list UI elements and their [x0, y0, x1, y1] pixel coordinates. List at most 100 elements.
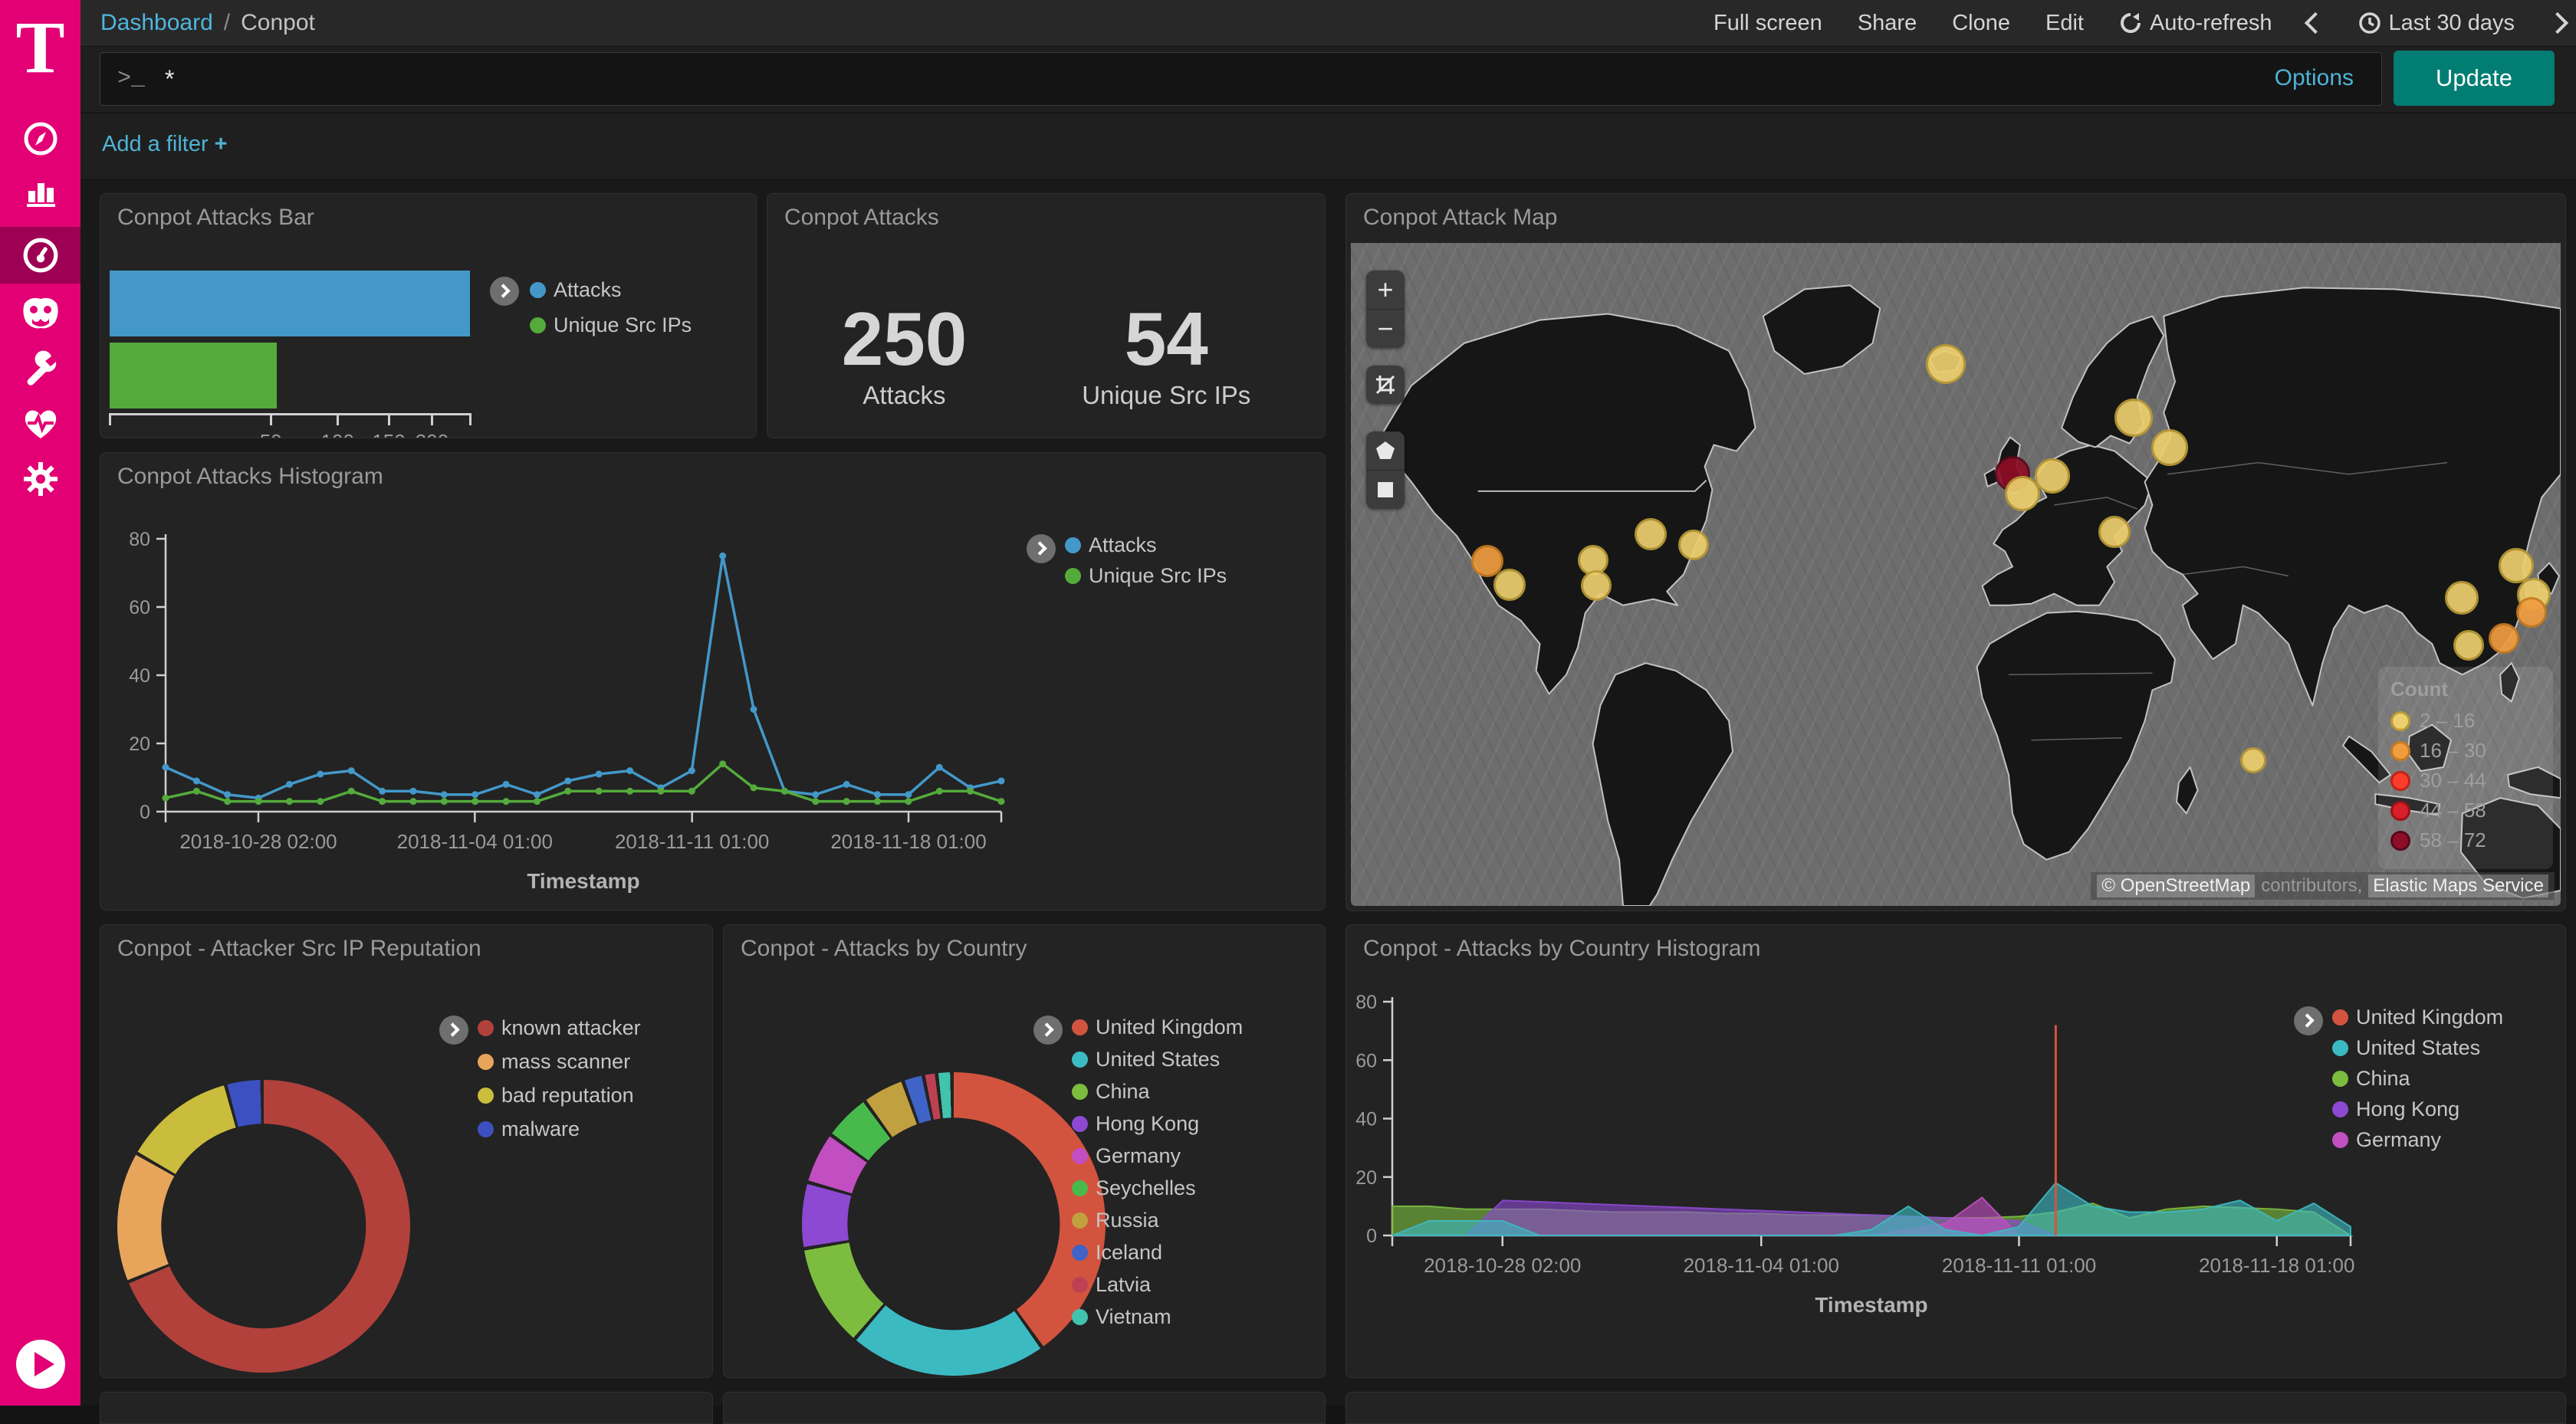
- legend-expand-icon[interactable]: [1033, 1016, 1063, 1045]
- legend-item[interactable]: Latvia: [1072, 1268, 1243, 1301]
- bar-attacks[interactable]: [110, 271, 470, 336]
- fit-data-bounds-button[interactable]: [1366, 366, 1405, 404]
- map-legend-dot: [2390, 740, 2410, 761]
- legend-item[interactable]: Unique Src IPs: [1065, 560, 1227, 591]
- bar-unique-src-ips[interactable]: [110, 343, 278, 408]
- visualize-icon[interactable]: [0, 167, 80, 218]
- legend-item[interactable]: China: [2332, 1063, 2503, 1094]
- chevron-left-icon: [2304, 11, 2326, 34]
- legend-item[interactable]: Unique Src IPs: [530, 307, 692, 343]
- attack-bubble-northern-vietnam: [2453, 630, 2485, 661]
- legend-label: China: [2356, 1066, 2410, 1090]
- legend-item[interactable]: Hong Kong: [1072, 1107, 1243, 1140]
- map-legend-range: 2 – 16: [2420, 709, 2476, 732]
- osm-attribution-link[interactable]: © OpenStreetMap: [2097, 874, 2256, 897]
- zoom-out-button[interactable]: −: [1366, 309, 1405, 348]
- options-link[interactable]: Options: [2274, 65, 2354, 90]
- legend-item[interactable]: Hong Kong: [2332, 1094, 2503, 1124]
- legend-item[interactable]: mass scanner: [478, 1045, 641, 1078]
- legend-expand-icon[interactable]: [1027, 534, 1056, 563]
- legend-item[interactable]: Iceland: [1072, 1236, 1243, 1268]
- attack-bubble-southern-england-france: [2004, 475, 2040, 511]
- legend-color-dot: [1072, 1180, 1088, 1196]
- panel-title: Conpot - Attacks by Country Histogram: [1363, 936, 1761, 961]
- attack-bubble-texas-oklahoma: [1581, 570, 1612, 602]
- auto-refresh-button[interactable]: Auto-refresh: [2119, 11, 2272, 36]
- legend-label: China: [1096, 1079, 1150, 1103]
- legend-item[interactable]: Germany: [2332, 1124, 2503, 1155]
- svg-text:60: 60: [1355, 1050, 1377, 1071]
- edit-button[interactable]: Edit: [2045, 10, 2084, 35]
- attack-bubble-us-west-coast: [1471, 545, 1504, 578]
- legend-item[interactable]: Germany: [1072, 1140, 1243, 1172]
- monitor-monster-icon[interactable]: [0, 288, 80, 339]
- legend-item[interactable]: United Kingdom: [2332, 1002, 2503, 1032]
- devtools-wrench-icon[interactable]: [0, 343, 80, 394]
- legend-item[interactable]: Russia: [1072, 1204, 1243, 1236]
- legend-expand-icon[interactable]: [439, 1016, 468, 1045]
- attack-map[interactable]: + − Count 2 – 16 16 – 30 30 – 44 44 – 58 58 …: [1351, 243, 2561, 906]
- add-filter-button[interactable]: Add a filter +: [102, 132, 228, 156]
- legend-item[interactable]: bad reputation: [478, 1078, 641, 1112]
- legend-item[interactable]: Attacks: [1065, 530, 1227, 560]
- legend-item[interactable]: China: [1072, 1075, 1243, 1107]
- legend-label: Germany: [1096, 1143, 1181, 1167]
- legend-item[interactable]: Vietnam: [1072, 1301, 1243, 1333]
- map-legend-item: 58 – 72: [2390, 828, 2541, 852]
- management-gear-icon[interactable]: [0, 454, 80, 504]
- panel-title: Conpot - Attacks by Country: [741, 936, 1027, 961]
- attack-bubble-seychelles: [2240, 746, 2267, 773]
- attack-bubble-germany-netherlands: [2035, 458, 2071, 494]
- draw-rectangle-button[interactable]: [1366, 470, 1405, 509]
- monitoring-heartbeat-icon[interactable]: [0, 399, 80, 449]
- legend-color-dot: [1072, 1244, 1088, 1261]
- map-legend-item: 30 – 44: [2390, 769, 2541, 792]
- breadcrumb-dashboard-link[interactable]: Dashboard: [100, 10, 213, 35]
- top-navbar: Dashboard / Conpot Full screen Share Clo…: [80, 0, 2576, 47]
- time-forward-button[interactable]: [2546, 11, 2569, 34]
- full-screen-button[interactable]: Full screen: [1713, 10, 1822, 35]
- draw-polygon-button[interactable]: [1366, 431, 1405, 470]
- legend-item[interactable]: United Kingdom: [1072, 1011, 1243, 1043]
- legend-item[interactable]: United States: [2332, 1032, 2503, 1063]
- time-range-button[interactable]: Last 30 days: [2358, 11, 2515, 36]
- discover-icon[interactable]: [0, 113, 80, 164]
- time-back-button[interactable]: [2304, 11, 2326, 34]
- panel-title: Conpot Attack Map: [1363, 205, 1558, 230]
- share-button[interactable]: Share: [1857, 10, 1917, 35]
- map-legend-item: 2 – 16: [2390, 709, 2541, 733]
- legend-color-dot: [1072, 1308, 1088, 1325]
- clone-button[interactable]: Clone: [1952, 10, 2010, 35]
- breadcrumb-separator: /: [223, 10, 231, 35]
- legend-label: Attacks: [554, 277, 622, 301]
- update-button[interactable]: Update: [2394, 51, 2555, 106]
- panel-attacks-histogram: Conpot Attacks Histogram 0 20 40 60 80 2018-1…: [100, 452, 1326, 911]
- partial-panel: [723, 1392, 1326, 1424]
- panel-attack-map: Conpot Attack Map: [1346, 193, 2566, 911]
- attack-bubble-central-china: [2444, 580, 2479, 615]
- map-legend-range: 16 – 30: [2420, 739, 2486, 762]
- plus-icon: +: [214, 132, 228, 156]
- legend-item[interactable]: malware: [478, 1112, 641, 1146]
- ems-attribution-link[interactable]: Elastic Maps Service: [2368, 874, 2548, 897]
- legend-item[interactable]: United States: [1072, 1043, 1243, 1075]
- legend-color-dot: [1072, 1083, 1088, 1100]
- dashboard-grid: Conpot Attacks Bar 50100150200 AttacksUn…: [80, 180, 2576, 1424]
- legend-color-dot: [1072, 1115, 1088, 1132]
- legend-expand-icon[interactable]: [2294, 1006, 2323, 1035]
- query-prompt-icon: >_: [117, 66, 146, 92]
- legend-label: bad reputation: [501, 1083, 634, 1107]
- legend-expand-icon[interactable]: [490, 277, 519, 306]
- svg-text:2018-11-11 01:00: 2018-11-11 01:00: [1942, 1254, 2096, 1277]
- play-button[interactable]: [16, 1340, 65, 1389]
- legend-item[interactable]: Seychelles: [1072, 1172, 1243, 1204]
- dashboard-icon[interactable]: [0, 227, 80, 284]
- zoom-in-button[interactable]: +: [1377, 274, 1394, 305]
- search-query-input[interactable]: >_ *: [100, 52, 2382, 106]
- map-legend-range: 44 – 58: [2420, 799, 2486, 822]
- legend-item[interactable]: known attacker: [478, 1011, 641, 1045]
- legend-item[interactable]: Attacks: [530, 272, 692, 307]
- svg-text:20: 20: [129, 733, 150, 755]
- query-value: *: [165, 64, 175, 93]
- legend-color-dot: [478, 1019, 494, 1036]
